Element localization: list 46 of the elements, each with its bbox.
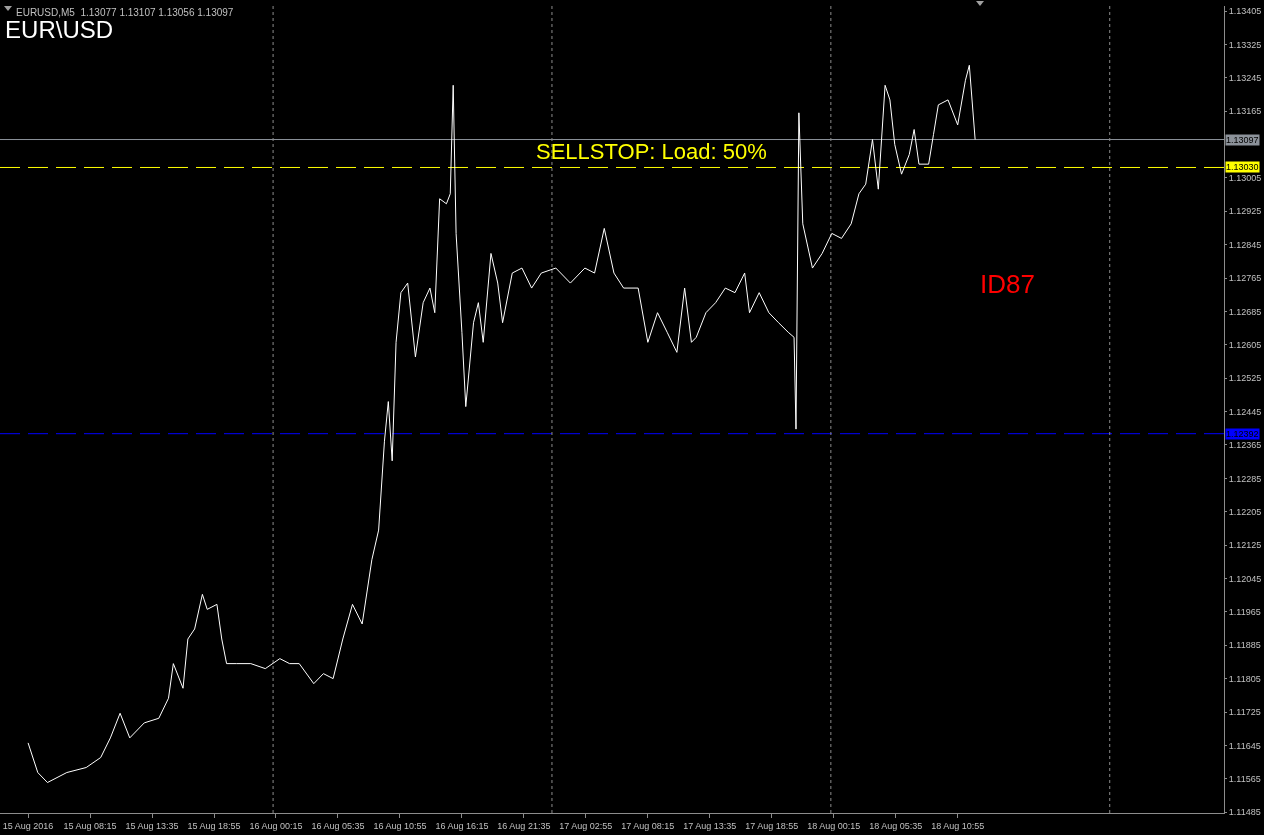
ref-line-label: 1.12392	[1226, 429, 1259, 439]
y-tick-label: 1.12365	[1228, 440, 1262, 451]
x-tick-label: 17 Aug 02:55	[559, 820, 613, 831]
y-tick-label: 1.13005	[1228, 173, 1262, 184]
ref-line-label: 1.13030	[1226, 162, 1259, 172]
y-tick-label: 1.11645	[1228, 740, 1261, 751]
y-tick-label: 1.11885	[1228, 640, 1261, 651]
y-tick-label: 1.13405	[1228, 6, 1262, 17]
x-tick-label: 15 Aug 2016	[2, 820, 54, 831]
x-tick-label: 16 Aug 05:35	[311, 820, 365, 831]
x-tick-label: 16 Aug 00:15	[249, 820, 303, 831]
x-tick-label: 15 Aug 18:55	[187, 820, 241, 831]
y-tick-label: 1.13165	[1228, 106, 1262, 117]
y-tick-label: 1.11805	[1228, 673, 1261, 684]
y-tick-label: 1.12125	[1228, 540, 1262, 551]
x-tick-label: 15 Aug 08:15	[63, 820, 117, 831]
y-tick-label: 1.12605	[1228, 339, 1262, 350]
y-tick-label: 1.12285	[1228, 473, 1262, 484]
y-tick-label: 1.13245	[1228, 72, 1262, 83]
y-tick-label: 1.11965	[1228, 607, 1261, 618]
y-tick-label: 1.12525	[1228, 373, 1262, 384]
y-tick-label: 1.13325	[1228, 39, 1262, 50]
y-tick-label: 1.12765	[1228, 273, 1262, 284]
y-tick-label: 1.12685	[1228, 306, 1262, 317]
ref-line-label: 1.13097	[1226, 135, 1259, 145]
x-tick-label: 18 Aug 10:55	[931, 820, 985, 831]
y-tick-label: 1.11485	[1228, 807, 1261, 818]
y-tick-label: 1.11565	[1228, 773, 1261, 784]
y-tick-label: 1.12205	[1228, 506, 1262, 517]
x-tick-label: 16 Aug 10:55	[373, 820, 427, 831]
y-tick-label: 1.12925	[1228, 206, 1262, 217]
line-series	[27, 64, 976, 784]
annotation: SELLSTOP: Load: 50%	[536, 139, 767, 164]
x-tick-label: 17 Aug 08:15	[621, 820, 675, 831]
x-tick-label: 16 Aug 16:15	[435, 820, 489, 831]
y-tick-label: 1.12445	[1228, 406, 1262, 417]
y-tick-label: 1.12045	[1228, 573, 1262, 584]
annotation: ID87	[980, 269, 1035, 299]
y-tick-label: 1.12845	[1228, 239, 1262, 250]
y-tick-label: 1.11725	[1228, 707, 1261, 718]
x-tick-label: 16 Aug 21:35	[497, 820, 551, 831]
x-tick-label: 15 Aug 13:35	[125, 820, 179, 831]
x-tick-label: 18 Aug 05:35	[869, 820, 923, 831]
x-tick-label: 17 Aug 18:55	[745, 820, 799, 831]
x-tick-label: 17 Aug 13:35	[683, 820, 737, 831]
x-tick-label: 18 Aug 00:15	[807, 820, 861, 831]
